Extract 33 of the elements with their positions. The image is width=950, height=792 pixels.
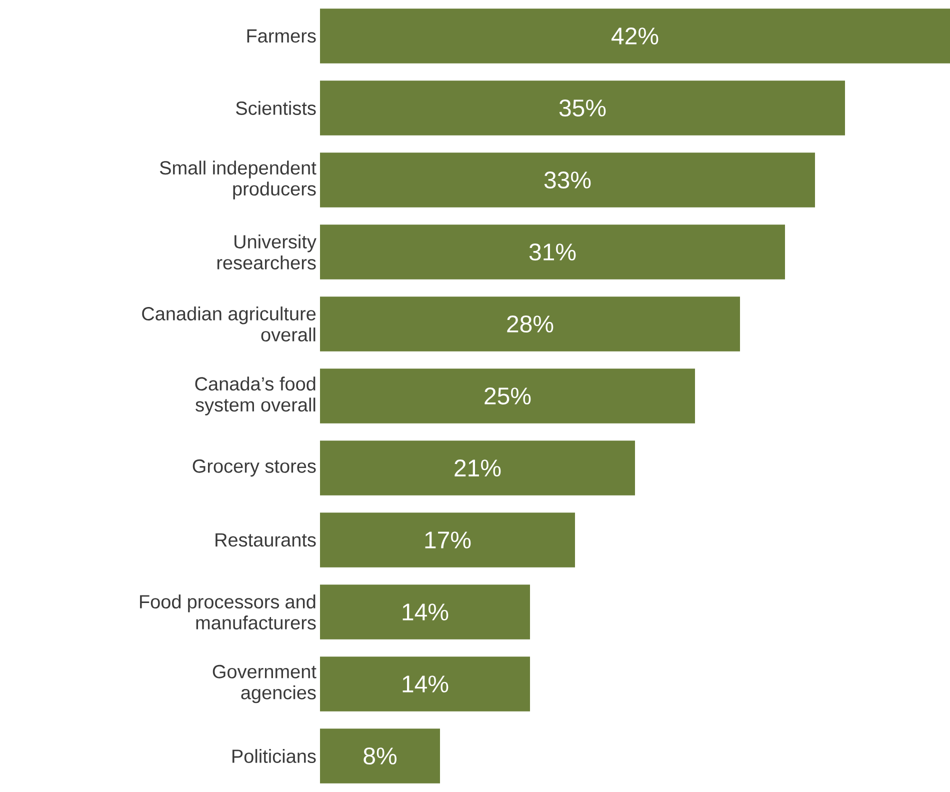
data-label: 28%: [507, 316, 554, 332]
data-label: 31%: [529, 244, 576, 260]
y-tick-label: Canadian agriculture overall: [142, 306, 316, 342]
bar: [320, 584, 530, 640]
bar: [320, 656, 530, 712]
bar: [320, 8, 950, 64]
bar: [320, 440, 636, 496]
y-tick-label: Grocery stores: [192, 459, 316, 477]
bar: [320, 224, 786, 280]
data-label: 8%: [364, 748, 396, 765]
bar: [320, 296, 740, 352]
bar: [320, 368, 696, 424]
bar: [320, 80, 846, 136]
y-tick-label: Restaurants: [216, 533, 316, 547]
data-label: 33%: [544, 172, 591, 188]
data-label: 14%: [402, 604, 448, 620]
y-tick-label: Government agencies: [212, 664, 316, 704]
data-label: 35%: [559, 100, 606, 116]
y-tick-label: Canada’s food system overall: [195, 376, 316, 416]
bar: [320, 512, 576, 568]
data-label: 21%: [454, 460, 501, 476]
y-tick-label: Farmers: [247, 29, 316, 43]
data-label: 14%: [402, 676, 448, 692]
bar: [320, 152, 816, 208]
data-label: 17%: [425, 532, 471, 548]
y-tick-label: Politicians: [232, 749, 316, 763]
data-label: 42%: [612, 28, 658, 44]
data-label: 25%: [484, 388, 531, 404]
y-tick-label: Food processors and manufacturers: [140, 594, 316, 630]
bar: [320, 728, 440, 784]
y-tick-label: Small independent producers: [160, 160, 316, 200]
y-tick-label: Scientists: [236, 101, 316, 115]
y-tick-label: University researchers: [217, 234, 316, 270]
